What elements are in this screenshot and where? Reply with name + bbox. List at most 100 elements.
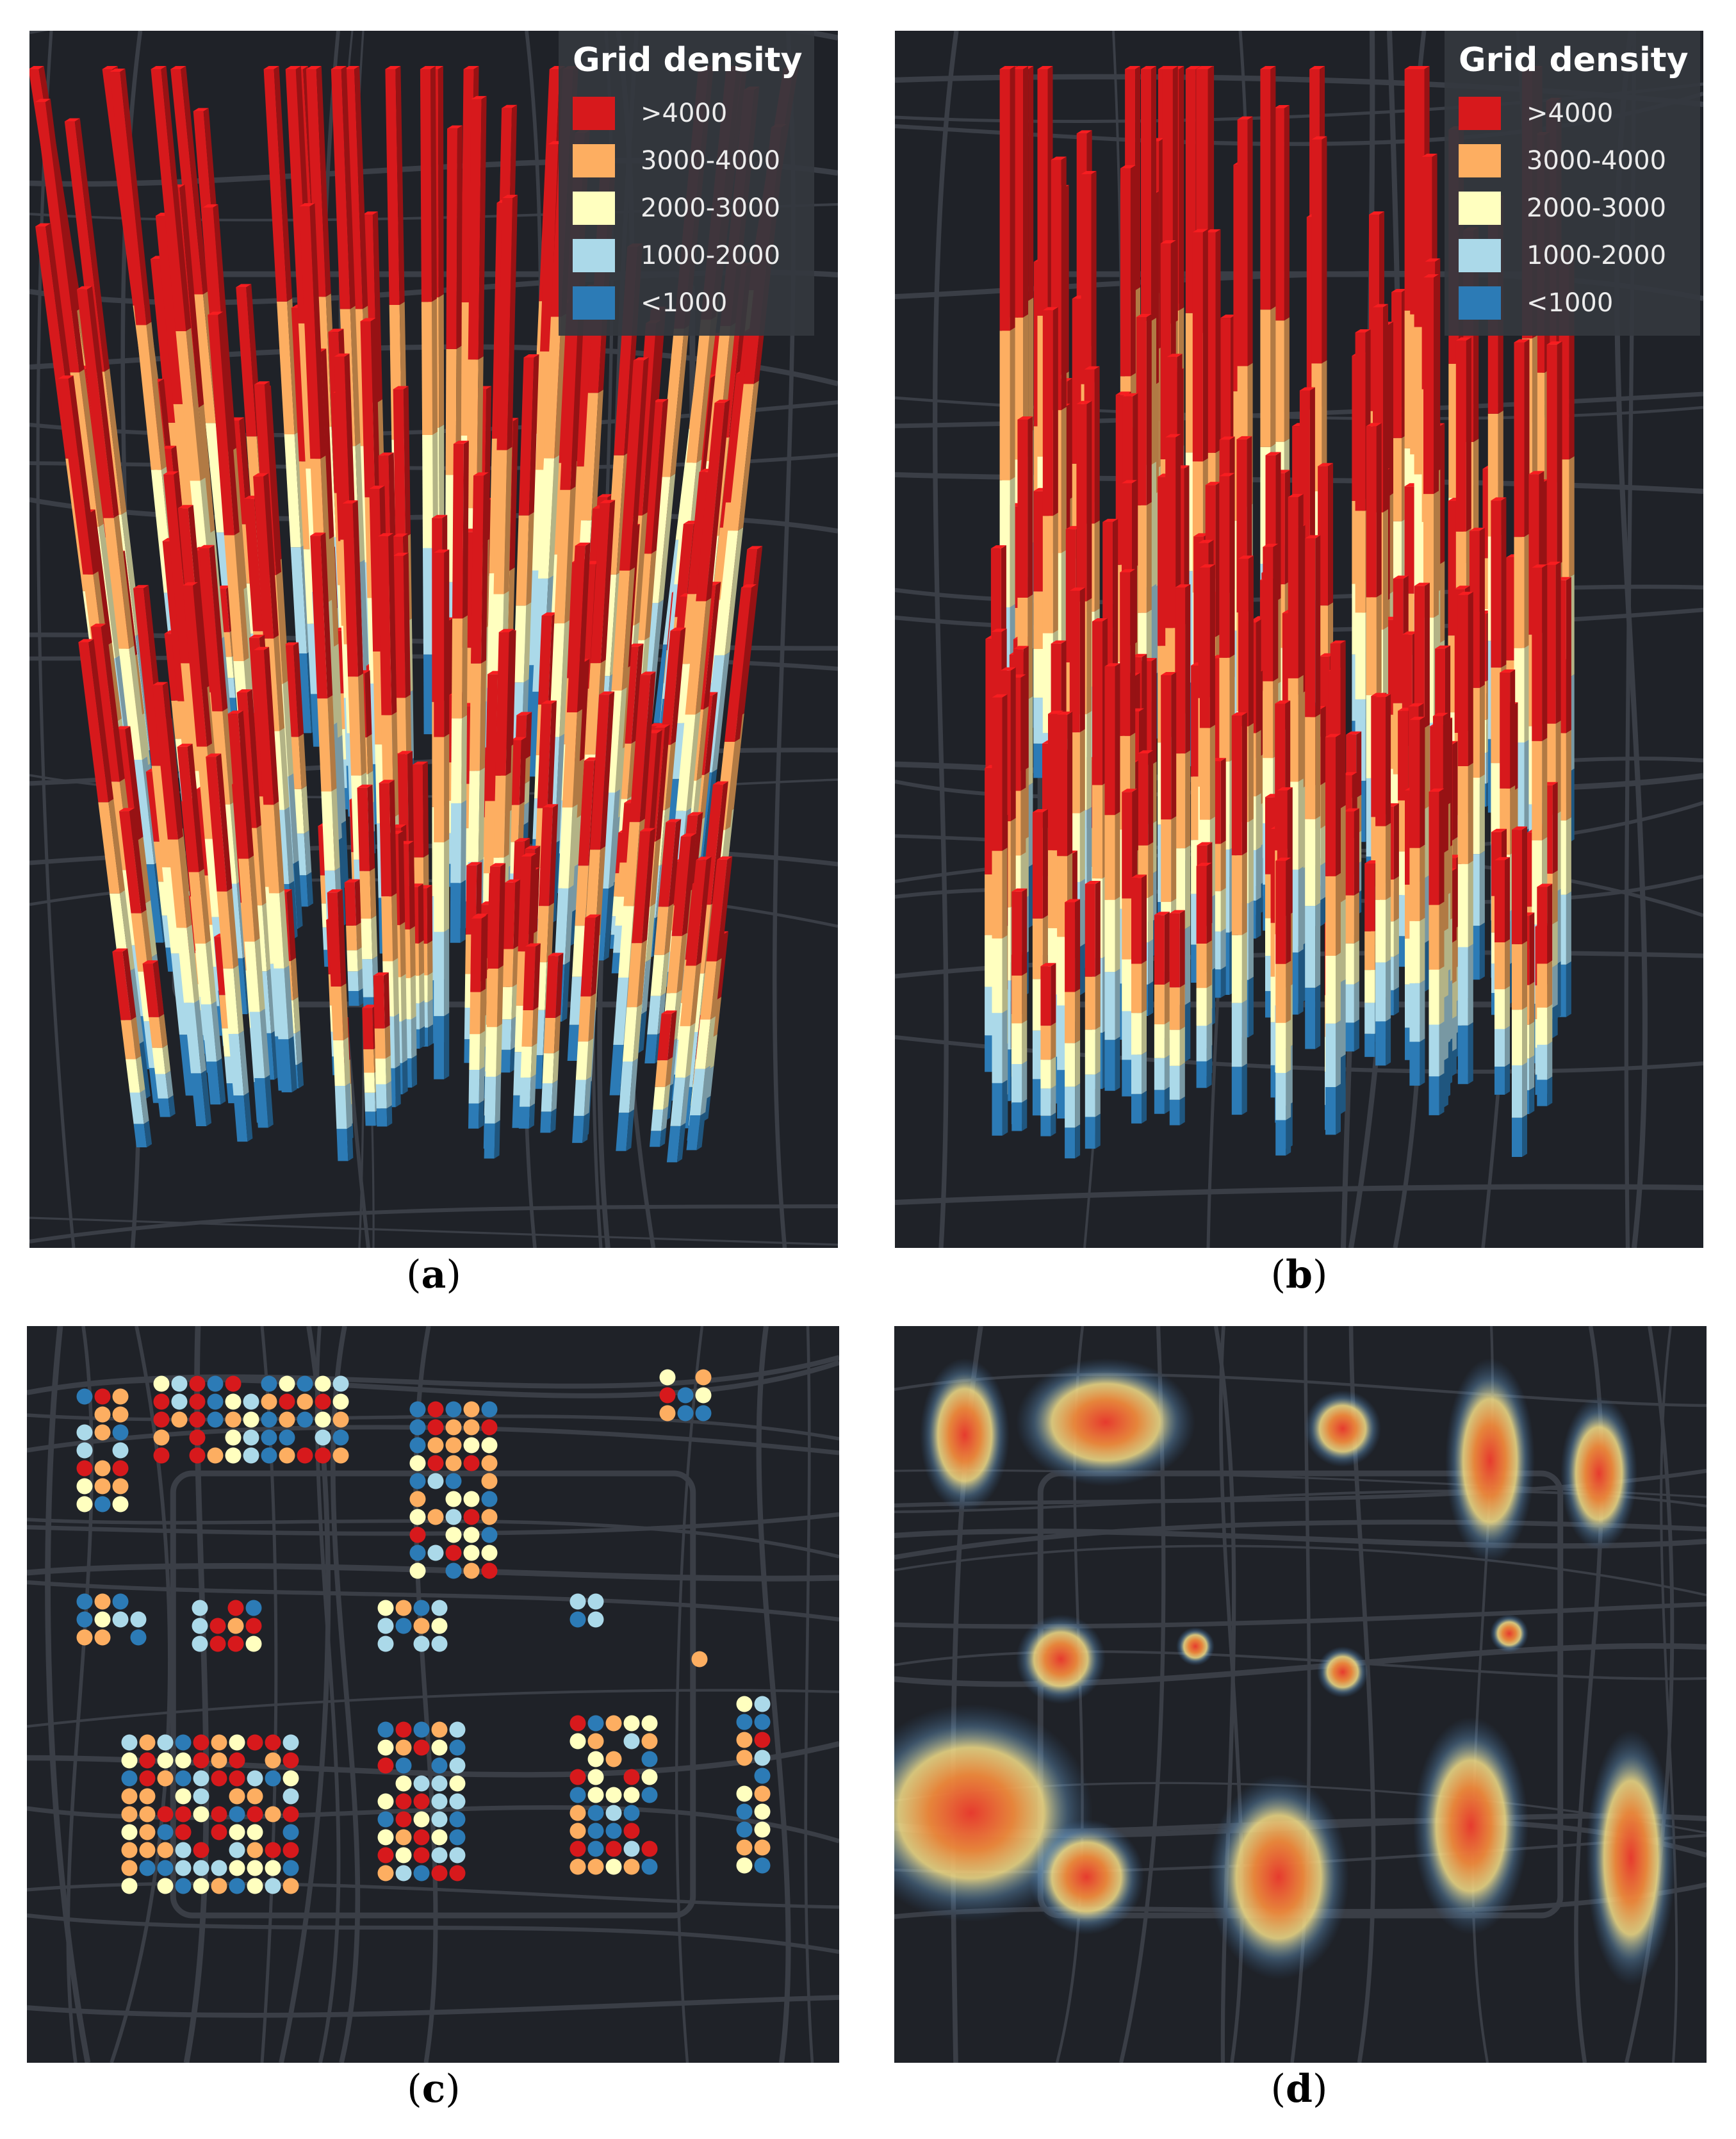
column-segment <box>675 523 694 618</box>
column-top <box>1136 314 1152 317</box>
column-side <box>552 1050 559 1083</box>
column-segment <box>1138 753 1149 846</box>
column-segment <box>1494 942 1505 990</box>
column-segment <box>451 718 462 803</box>
column-side <box>186 924 200 1003</box>
column-side <box>526 512 534 606</box>
column-top <box>1051 156 1067 160</box>
column-segment <box>445 348 457 475</box>
column-side <box>479 1031 486 1070</box>
column-side <box>370 318 381 498</box>
column-top <box>1237 116 1253 120</box>
column-side <box>644 550 657 641</box>
column-segment <box>1414 586 1425 728</box>
legend-item: 1000-2000 <box>573 232 803 279</box>
column-side <box>1209 564 1215 728</box>
column-side <box>256 824 268 906</box>
column-top <box>1236 436 1252 439</box>
column-segment <box>1154 1058 1165 1090</box>
column-side <box>478 95 487 360</box>
column-top <box>249 634 265 638</box>
column-side <box>1132 789 1138 899</box>
column-side <box>1220 758 1226 844</box>
column-side <box>161 66 192 331</box>
column-top <box>1141 66 1156 69</box>
column-segment <box>359 871 372 919</box>
column-segment <box>690 1069 705 1115</box>
column-side <box>573 815 582 867</box>
column-segment <box>243 498 263 632</box>
column-side <box>639 671 656 823</box>
column-top <box>541 612 557 616</box>
column-side <box>509 418 519 571</box>
column-top <box>1514 339 1530 343</box>
column-top <box>310 532 326 536</box>
column-side <box>530 1074 536 1107</box>
column-segment <box>158 1098 170 1117</box>
column-segment <box>136 325 161 470</box>
column-side <box>1185 1001 1191 1062</box>
column-segment <box>1048 714 1058 851</box>
column-top <box>1346 731 1362 735</box>
column-segment <box>360 321 375 498</box>
column-side <box>667 1010 677 1061</box>
column-segment <box>170 953 190 1035</box>
column-side <box>1354 892 1359 944</box>
column-top <box>1546 341 1562 345</box>
column-side <box>1386 959 1391 1022</box>
column-segment <box>142 963 160 1017</box>
column-side <box>388 533 397 716</box>
column-side <box>1298 675 1304 782</box>
column-top <box>463 66 479 69</box>
column-segment <box>1199 567 1210 728</box>
road <box>933 31 959 1248</box>
column-side <box>1241 1063 1247 1115</box>
column-segment <box>331 69 350 309</box>
column-side <box>345 1083 352 1129</box>
column-side <box>657 992 666 1035</box>
column-top <box>1238 555 1254 559</box>
column-side <box>431 299 438 435</box>
column-segment <box>1288 497 1298 678</box>
column-segment <box>1491 668 1502 764</box>
column-segment <box>1120 168 1131 377</box>
column-side <box>1115 896 1120 972</box>
column-side <box>1256 619 1261 733</box>
column-side <box>1566 577 1571 733</box>
column-side <box>146 322 167 470</box>
column-segment <box>1366 597 1377 696</box>
column-segment <box>1457 594 1468 766</box>
column-side <box>1468 1022 1473 1085</box>
column-segment <box>206 757 227 892</box>
column-side <box>710 958 722 1020</box>
column-side <box>1309 387 1315 577</box>
column-side <box>249 855 260 942</box>
column-side <box>638 1011 647 1053</box>
column-top <box>1414 582 1430 586</box>
column-side <box>1505 939 1510 990</box>
column-side <box>1524 534 1530 648</box>
column-top <box>1273 105 1290 108</box>
column-segment <box>167 839 187 928</box>
column-top <box>1528 471 1544 475</box>
column-segment <box>152 685 178 840</box>
column-side <box>1443 1058 1448 1108</box>
column-segment <box>541 1083 553 1112</box>
column-side <box>1424 725 1430 809</box>
column-segment <box>1429 1076 1439 1115</box>
column-side <box>571 864 579 913</box>
column-side <box>1067 711 1073 856</box>
column-side <box>1451 868 1457 944</box>
column-top <box>666 819 682 823</box>
column-top <box>253 473 269 477</box>
column-side <box>1552 963 1558 1008</box>
column-side <box>1424 940 1430 992</box>
column-side <box>279 890 290 969</box>
column-segment <box>1154 1024 1165 1058</box>
column-side <box>676 933 687 994</box>
column-side <box>1042 809 1048 919</box>
column-side <box>108 799 125 894</box>
column-segment <box>1196 944 1207 988</box>
column-top <box>254 381 270 385</box>
column-segment <box>580 917 596 997</box>
